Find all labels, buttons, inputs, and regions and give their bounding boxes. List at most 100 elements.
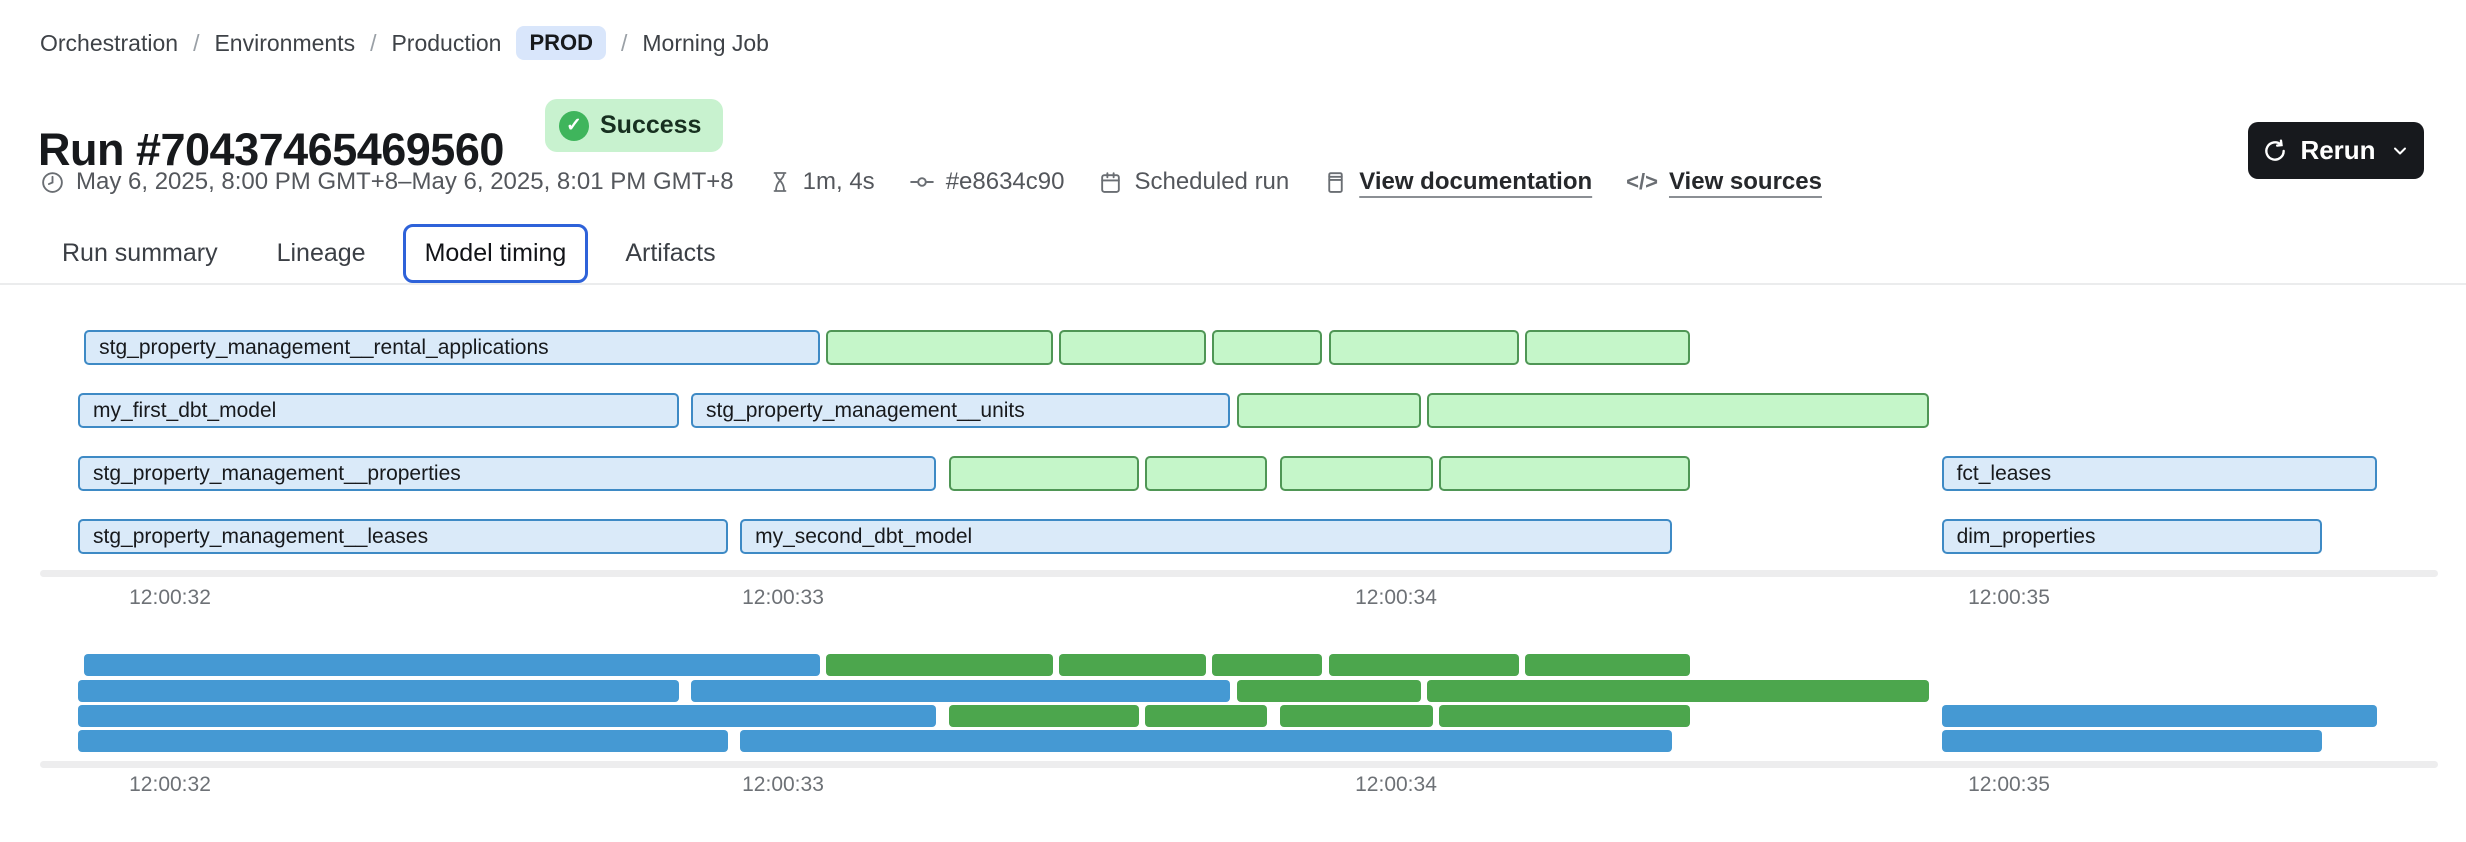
- status-badge-label: Success: [600, 111, 702, 139]
- overview-bar[interactable]: [1328, 654, 1519, 676]
- overview-bar[interactable]: [1426, 680, 1930, 702]
- view-documentation-label: View documentation: [1359, 168, 1593, 195]
- gantt-bar-stg_property_management__units[interactable]: stg_property_management__units: [691, 393, 1231, 428]
- gantt-bar-task[interactable]: [825, 330, 1053, 365]
- gantt-bar-task[interactable]: [1328, 330, 1519, 365]
- gantt-bar-task[interactable]: [1438, 456, 1691, 491]
- clock-icon: [40, 170, 65, 195]
- gantt-bar-my_first_dbt_model[interactable]: my_first_dbt_model: [78, 393, 679, 428]
- overview-bar-stg_property_management__leases[interactable]: [78, 730, 728, 752]
- axis-tick-label: 12:00:34: [1355, 586, 1437, 609]
- overview-bar-fct_leases[interactable]: [1941, 705, 2377, 727]
- gantt-bar-stg_property_management__properties[interactable]: stg_property_management__properties: [78, 456, 937, 491]
- axis-tick-label: 12:00:35: [1968, 586, 2050, 609]
- gantt-bar-task[interactable]: [1144, 456, 1268, 491]
- overview-bar[interactable]: [1438, 705, 1691, 727]
- breadcrumb: Orchestration / Environments / Productio…: [40, 26, 769, 60]
- chevron-down-icon[interactable]: [2390, 141, 2410, 161]
- view-documentation-link[interactable]: View documentation: [1323, 168, 1592, 196]
- overview-bar[interactable]: [1212, 654, 1323, 676]
- gantt-bar-task[interactable]: [1279, 456, 1433, 491]
- trigger-text: Scheduled run: [1134, 168, 1290, 195]
- gantt-bar-label: stg_property_management__units: [706, 398, 1025, 422]
- overview-bar-dim_properties[interactable]: [1941, 730, 2322, 752]
- status-badge: ✓ Success: [545, 99, 724, 152]
- overview-bar[interactable]: [1144, 705, 1268, 727]
- overview-bar[interactable]: [1524, 654, 1691, 676]
- gantt-bar-task[interactable]: [948, 456, 1139, 491]
- time-range-text: May 6, 2025, 8:00 PM GMT+8–May 6, 2025, …: [76, 168, 734, 195]
- axis-tick-label: 12:00:33: [742, 773, 824, 796]
- commit-hash-text: #e8634c90: [945, 168, 1065, 195]
- code-icon: </>: [1626, 169, 1658, 194]
- commit-item: #e8634c90: [909, 168, 1065, 196]
- gantt-bar-label: my_first_dbt_model: [93, 398, 277, 422]
- gantt-bar-task[interactable]: [1524, 330, 1691, 365]
- axis-tick-label: 12:00:32: [129, 773, 211, 796]
- commit-icon: [909, 169, 935, 195]
- axis-tick-label: 12:00:34: [1355, 773, 1437, 796]
- axis-tick-label: 12:00:33: [742, 586, 824, 609]
- run-meta-row: May 6, 2025, 8:00 PM GMT+8–May 6, 2025, …: [40, 164, 1856, 200]
- gantt-bar-fct_leases[interactable]: fct_leases: [1941, 456, 2377, 491]
- gantt-bar-task[interactable]: [1236, 393, 1421, 428]
- overview-bar[interactable]: [1236, 680, 1421, 702]
- calendar-icon: [1098, 170, 1123, 195]
- success-check-icon: ✓: [559, 110, 589, 141]
- duration-text: 1m, 4s: [802, 168, 875, 195]
- time-range-item: May 6, 2025, 8:00 PM GMT+8–May 6, 2025, …: [40, 168, 734, 196]
- environment-badge: PROD: [516, 26, 606, 60]
- tab-model-timing[interactable]: Model timing: [402, 224, 589, 283]
- gantt-bar-stg_property_management__leases[interactable]: stg_property_management__leases: [78, 519, 728, 554]
- refresh-icon: [2262, 138, 2288, 164]
- breadcrumb-separator: /: [621, 29, 628, 56]
- breadcrumb-orchestration[interactable]: Orchestration: [40, 29, 179, 56]
- gantt-bar-task[interactable]: [1212, 330, 1323, 365]
- tab-lineage[interactable]: Lineage: [276, 239, 366, 267]
- tab-run-summary[interactable]: Run summary: [62, 239, 218, 267]
- gantt-bar-dim_properties[interactable]: dim_properties: [1941, 519, 2322, 554]
- gantt-bar-label: fct_leases: [1956, 461, 2052, 485]
- gantt-bar-label: my_second_dbt_model: [755, 524, 973, 548]
- breadcrumb-morning-job[interactable]: Morning Job: [642, 29, 769, 56]
- breadcrumb-environments[interactable]: Environments: [214, 29, 356, 56]
- breadcrumb-separator: /: [370, 29, 377, 56]
- gantt-bar-label: stg_property_management__properties: [93, 461, 461, 485]
- tab-artifacts[interactable]: Artifacts: [625, 239, 716, 267]
- overview-bar[interactable]: [1058, 654, 1206, 676]
- rerun-button[interactable]: Rerun: [2248, 122, 2424, 179]
- trigger-item: Scheduled run: [1098, 168, 1289, 196]
- overview-bar[interactable]: [825, 654, 1053, 676]
- breadcrumb-production[interactable]: Production: [391, 29, 502, 56]
- page-title: Run #70437465469560: [38, 124, 504, 176]
- overview-bar-stg_property_management__units[interactable]: [691, 680, 1231, 702]
- rerun-button-label: Rerun: [2300, 135, 2376, 165]
- run-tabs: Run summary Lineage Model timing Artifac…: [40, 224, 738, 283]
- overview-bar-my_second_dbt_model[interactable]: [740, 730, 1672, 752]
- gantt-bar-label: stg_property_management__leases: [93, 524, 429, 548]
- breadcrumb-separator: /: [193, 29, 200, 56]
- overview-bar-stg_property_management__properties[interactable]: [78, 705, 937, 727]
- gantt-bar-stg_property_management__rental_applications[interactable]: stg_property_management__rental_applicat…: [84, 330, 820, 365]
- overview-bar[interactable]: [948, 705, 1139, 727]
- overview-bar-my_first_dbt_model[interactable]: [78, 680, 679, 702]
- axis-tick-label: 12:00:35: [1968, 773, 2050, 796]
- gantt-bar-task[interactable]: [1058, 330, 1206, 365]
- hourglass-icon: [768, 170, 792, 194]
- document-icon: [1323, 170, 1348, 195]
- view-sources-link[interactable]: </> View sources: [1626, 168, 1822, 196]
- duration-item: 1m, 4s: [768, 168, 875, 196]
- overview-scrollbar-track[interactable]: [40, 761, 2438, 768]
- overview-bar[interactable]: [1279, 705, 1433, 727]
- axis-tick-label: 12:00:32: [129, 586, 211, 609]
- gantt-bar-my_second_dbt_model[interactable]: my_second_dbt_model: [740, 519, 1672, 554]
- gantt-bar-label: stg_property_management__rental_applicat…: [99, 335, 549, 359]
- overview-bar-stg_property_management__rental_applications[interactable]: [84, 654, 820, 676]
- gantt-scrollbar-track[interactable]: [40, 570, 2438, 577]
- tabs-divider: [0, 283, 2466, 285]
- view-sources-label: View sources: [1668, 168, 1822, 195]
- gantt-bar-task[interactable]: [1426, 393, 1930, 428]
